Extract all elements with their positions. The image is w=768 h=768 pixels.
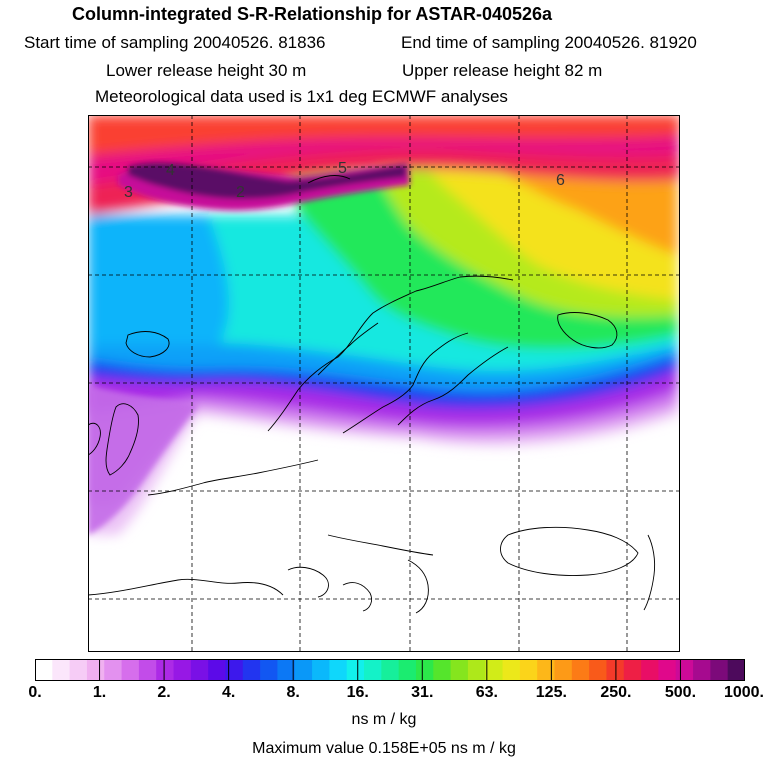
trajectory-label-3: 3 — [124, 184, 133, 201]
colorbar-tick-label: 1. — [92, 684, 107, 701]
map-frame — [88, 115, 680, 652]
colorbar-tick-label: 250. — [600, 684, 632, 701]
colorbar-cell — [450, 659, 469, 681]
colorbar-cell — [277, 659, 296, 681]
colorbar-cell — [364, 659, 382, 681]
colorbar-cell — [381, 659, 400, 681]
colorbar-cell — [589, 659, 608, 681]
colorbar-cell — [554, 659, 573, 681]
colorbar-cell — [208, 659, 227, 681]
field-layer — [88, 115, 680, 652]
colorbar-cell — [710, 659, 729, 681]
colorbar-tick-label: 2. — [157, 684, 171, 701]
sensitivity-map: 2 3 4 5 6 — [88, 115, 680, 652]
colorbar-tick-label: 1000. — [723, 684, 764, 701]
colorbar-tick-label: 4. — [221, 684, 236, 701]
colorbar-cell — [675, 659, 694, 681]
trajectory-labels: 2 3 4 5 6 — [124, 160, 565, 201]
colorbar-cell — [398, 659, 417, 681]
trajectory-label-5: 5 — [338, 160, 347, 177]
colorbar-cell — [537, 659, 556, 681]
colorbar-cell — [467, 659, 486, 681]
colorbar-cell — [727, 659, 745, 681]
colorbar-cell — [138, 659, 157, 681]
colorbar-tick-label: 31. — [411, 684, 434, 701]
colorbar-cell — [623, 659, 642, 681]
colorbar-cell — [35, 659, 53, 681]
colorbar-cell — [86, 659, 105, 681]
colorbar-cell — [242, 659, 261, 681]
colorbar-cell — [190, 659, 209, 681]
colorbar-cell — [173, 659, 192, 681]
colorbar-cell — [571, 659, 590, 681]
colorbar-cell — [693, 659, 711, 681]
colorbar-cell — [415, 659, 434, 681]
colorbar-cell — [312, 659, 330, 681]
colorbar-cell — [156, 659, 175, 681]
colorbar-tick-label: 16. — [346, 684, 369, 701]
colorbar-cell — [104, 659, 123, 681]
coastlines — [88, 175, 656, 614]
colorbar-cell — [294, 659, 313, 681]
colorbar-cell — [52, 659, 71, 681]
trajectory-label-6: 6 — [556, 172, 565, 189]
max-value-label: Maximum value 0.158E+05 ns m / kg — [252, 740, 516, 757]
colorbar — [35, 659, 745, 681]
colorbar-cell — [433, 659, 452, 681]
units-label: ns m / kg — [351, 711, 417, 728]
page-title: Column-integrated S-R-Relationship for A… — [72, 4, 553, 24]
start-time-label: Start time of sampling 20040526. 81836 — [24, 33, 326, 52]
colorbar-tick-label: 125. — [535, 684, 567, 701]
end-time-label: End time of sampling 20040526. 81920 — [401, 33, 697, 52]
colorbar-tick-label: 0. — [28, 684, 42, 701]
trajectory-label-4: 4 — [166, 162, 175, 179]
colorbar-cell — [485, 659, 504, 681]
lower-height-label: Lower release height 30 m — [106, 61, 307, 80]
colorbar-cell — [502, 659, 521, 681]
upper-height-label: Upper release height 82 m — [402, 61, 603, 80]
colorbar-cell — [658, 659, 677, 681]
colorbar-cell — [69, 659, 88, 681]
colorbar-cell — [225, 659, 244, 681]
met-data-label: Meteorological data used is 1x1 deg ECMW… — [95, 87, 508, 106]
colorbar-tick-label: 500. — [664, 684, 697, 701]
graticule — [88, 115, 680, 652]
colorbar-cell — [519, 659, 538, 681]
colorbar-tick-label: 63. — [475, 684, 498, 701]
colorbar-cell — [260, 659, 279, 681]
trajectory-label-2: 2 — [236, 184, 245, 201]
colorbar-cell — [329, 659, 348, 681]
colorbar-tick-label: 8. — [286, 684, 300, 701]
colorbar-cell — [121, 659, 140, 681]
colorbar-cell — [346, 659, 365, 681]
colorbar-cell — [641, 659, 660, 681]
